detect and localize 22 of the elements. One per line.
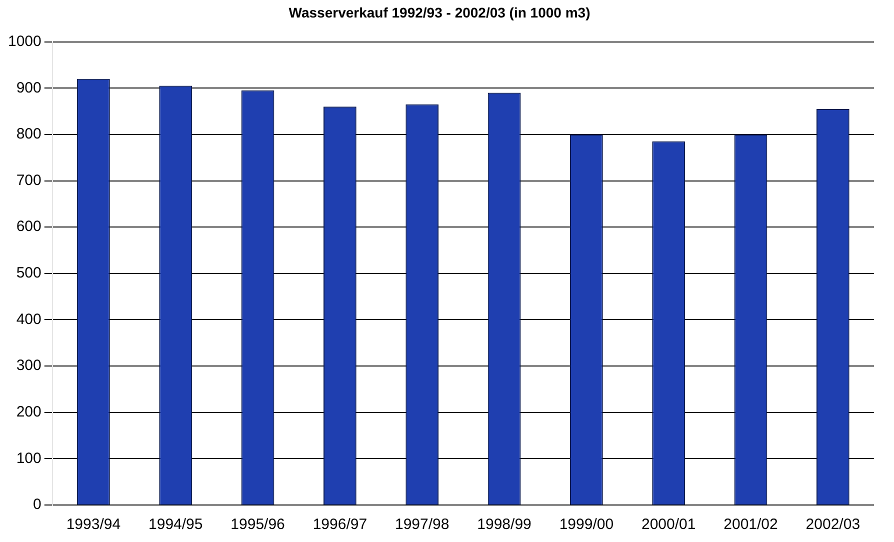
x-tick-label: 2000/01	[641, 516, 696, 534]
y-tick-label: 700	[16, 172, 42, 189]
y-tick-label: 200	[16, 404, 42, 420]
x-tick-label: 1996/97	[312, 516, 368, 534]
y-tick-label: 600	[16, 218, 42, 236]
y-tick-label: 400	[16, 310, 42, 328]
y-tick-label: 1000	[8, 32, 42, 50]
x-tick-label: 2002/03	[806, 516, 860, 534]
y-tick-label: 100	[16, 450, 42, 467]
y-tick-label: 0	[33, 496, 42, 514]
chart-title: Wasserverkauf 1992/93 - 2002/03 (in 1000 m3)	[288, 4, 590, 20]
x-tick-label: 2001/02	[724, 516, 778, 534]
x-tick-label: 1995/96	[230, 516, 285, 534]
y-tick-label: 800	[16, 126, 42, 143]
x-tick-label: 1999/00	[559, 516, 614, 534]
x-tick-label: 1997/98	[394, 516, 450, 534]
y-tick-label: 900	[16, 79, 42, 96]
x-tick-label: 1993/94	[66, 516, 121, 534]
y-tick-label: 300	[16, 357, 42, 374]
x-tick-label: 1998/99	[477, 516, 532, 534]
x-tick-label: 1994/95	[148, 516, 203, 534]
y-tick-label: 500	[16, 264, 42, 282]
